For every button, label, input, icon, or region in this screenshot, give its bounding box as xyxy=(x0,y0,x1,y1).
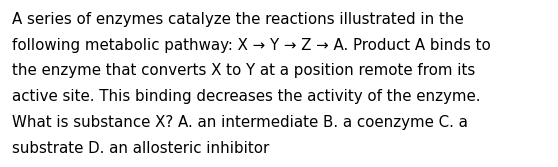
Text: following metabolic pathway: X → Y → Z → A. Product A binds to: following metabolic pathway: X → Y → Z →… xyxy=(12,38,491,53)
Text: the enzyme that converts X to Y at a position remote from its: the enzyme that converts X to Y at a pos… xyxy=(12,63,475,78)
Text: substrate D. an allosteric inhibitor: substrate D. an allosteric inhibitor xyxy=(12,141,270,156)
Text: What is substance X? A. an intermediate B. a coenzyme C. a: What is substance X? A. an intermediate … xyxy=(12,115,468,130)
Text: A series of enzymes catalyze the reactions illustrated in the: A series of enzymes catalyze the reactio… xyxy=(12,12,464,27)
Text: active site. This binding decreases the activity of the enzyme.: active site. This binding decreases the … xyxy=(12,89,481,104)
